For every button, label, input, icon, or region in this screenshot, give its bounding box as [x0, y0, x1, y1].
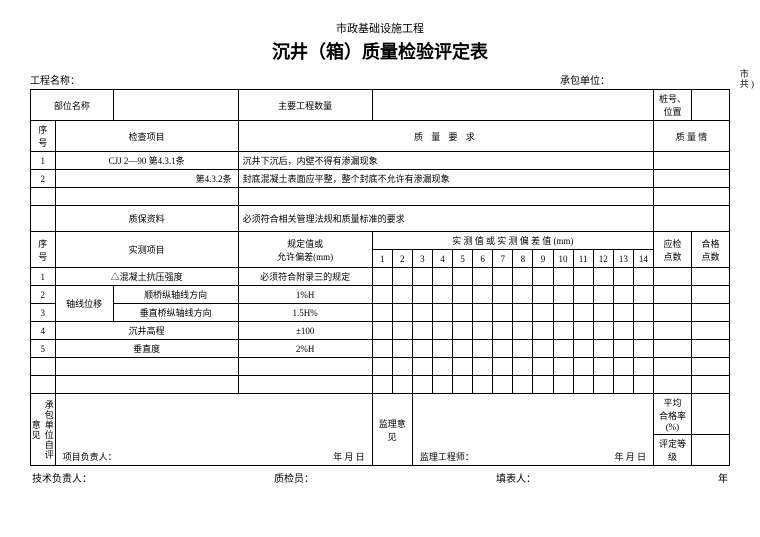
- doc-subtitle: 市政基础设施工程: [30, 20, 730, 36]
- filler-label: 填表人：: [496, 470, 536, 485]
- project-leader-label: 项目负责人：: [63, 450, 117, 463]
- should-header: 应检 点数: [653, 232, 691, 268]
- inspect-header-row: 序号 检查项目 质 量 要 求 质 量 情: [31, 121, 730, 152]
- table-row: [31, 188, 730, 206]
- pile-label: 桩号、位置: [653, 90, 691, 121]
- supervisor-label: 监理意见: [372, 394, 412, 466]
- table-row: 2 第4.3.2条 封底混凝土表面应平整，整个封底不允许有渗漏现象: [31, 170, 730, 188]
- self-eval-label: 承包单位自评意见: [31, 394, 56, 466]
- table-row: 3 垂直桥纵轴线方向 1.5H%: [31, 304, 730, 322]
- table-row: 4 沉井高程 ±100: [31, 322, 730, 340]
- qty-label: 主要工程数量: [238, 90, 372, 121]
- meas-header-row: 序号 实测项目 规定值或 允许偏差(mm) 实 测 值 或 实 测 偏 差 值 …: [31, 232, 730, 250]
- table-row: 1 △混凝土抗压强度 必须符合附录三的规定: [31, 268, 730, 286]
- document-header: 市政基础设施工程 沉井（箱）质量检验评定表: [30, 20, 730, 64]
- date-label: 年 月 日: [333, 450, 365, 463]
- year-label: 年: [718, 470, 728, 485]
- seq-header: 序号: [31, 121, 56, 152]
- seq-header: 序号: [31, 232, 56, 268]
- table-row: 2 轴线位移 顺桥纵轴线方向 1%H: [31, 286, 730, 304]
- part-name-label: 部位名称: [31, 90, 114, 121]
- table-row: 1 CJJ 2—90 第4.3.1条 沉井下沉后，内壁不得有渗漏现象: [31, 152, 730, 170]
- tech-leader-label: 技术负责人：: [32, 470, 92, 485]
- table-row: 质保资料 必须符合相关管理法规和质量标准的要求: [31, 206, 730, 232]
- std-header: 规定值或 允许偏差(mm): [238, 232, 372, 268]
- grade-label: 评定等级: [653, 435, 691, 466]
- req-header: 质 量 要 求: [238, 121, 653, 152]
- table-row: [31, 376, 730, 394]
- inspect-item-header: 检查项目: [55, 121, 238, 152]
- meas-values-header: 实 测 值 或 实 测 偏 差 值 (mm): [372, 232, 653, 250]
- qc-label: 质检员：: [274, 470, 314, 485]
- sup-eng-label: 监理工程师：: [420, 450, 474, 463]
- footer-line: 技术负责人： 质检员： 填表人： 年: [30, 470, 730, 485]
- top-info-line: 工程名称： 承包单位：: [30, 72, 730, 87]
- meas-item-header: 实测项目: [55, 232, 238, 268]
- date-label-2: 年 月 日: [614, 450, 646, 463]
- contractor-label: 承包单位：: [560, 72, 730, 87]
- project-name-label: 工程名称：: [30, 72, 80, 87]
- main-table: 部位名称 主要工程数量 桩号、位置 序号 检查项目 质 量 要 求 质 量 情 …: [30, 89, 730, 466]
- side-note: 市 共 ): [740, 70, 754, 90]
- table-row: 部位名称 主要工程数量 桩号、位置: [31, 90, 730, 121]
- bottom-row: 承包单位自评意见 项目负责人： 年 月 日 监理意见 监理工程师： 年 月 日 …: [31, 394, 730, 435]
- pass-header: 合格 点数: [691, 232, 729, 268]
- doc-title: 沉井（箱）质量检验评定表: [30, 38, 730, 64]
- table-row: [31, 358, 730, 376]
- axis-group: 轴线位移: [55, 286, 113, 322]
- qual-header: 质 量 情: [653, 121, 729, 152]
- table-row: 5 垂直度 2%H: [31, 340, 730, 358]
- avg-rate-label: 平均 合格率(%): [653, 394, 691, 435]
